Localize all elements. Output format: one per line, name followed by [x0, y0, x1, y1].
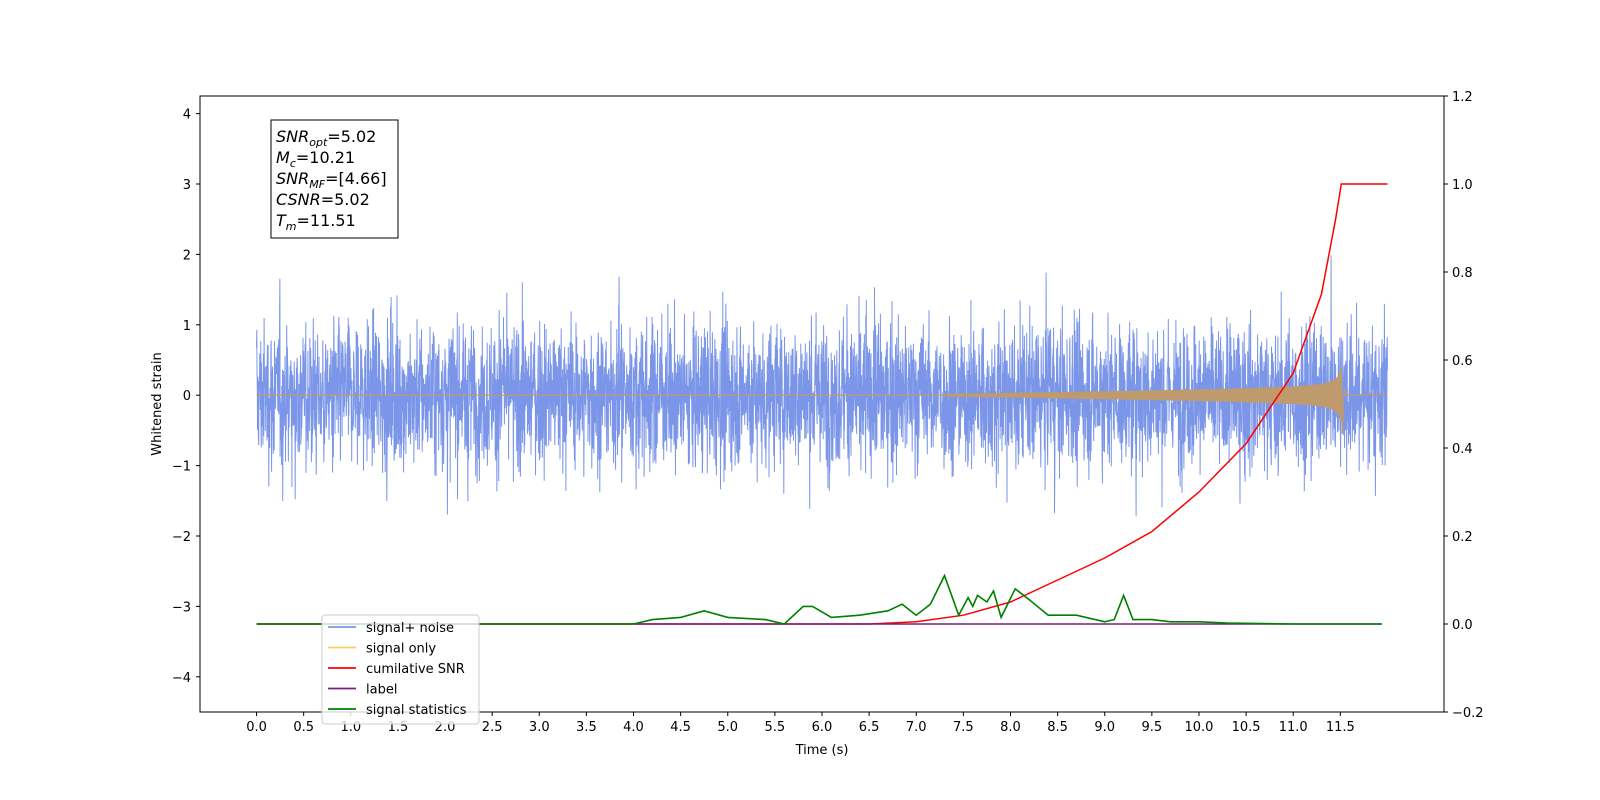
legend: signal+ noise signal only cumilative SNR la…	[321, 614, 480, 725]
x-tick-label: 4.5	[670, 720, 691, 735]
x-tick-label: 6.0	[812, 720, 833, 735]
x-tick-label: 11.5	[1326, 720, 1355, 735]
x-tick-label: 3.0	[529, 720, 550, 735]
left-y-axis-ticks: 4 3 2 1 0 −1 −2 −3 −4	[172, 108, 200, 686]
x-tick-label: 11.0	[1279, 720, 1308, 735]
x-tick-label: 10.5	[1232, 720, 1261, 735]
x-tick-label: 0.0	[246, 720, 267, 735]
x-tick-label: 7.5	[953, 720, 974, 735]
x-tick-label: 8.0	[1000, 720, 1021, 735]
series-signal-statistics	[256, 573, 1382, 625]
legend-label: label	[366, 683, 397, 698]
right-y-tick-label: 0.8	[1452, 266, 1473, 281]
left-y-tick-label: −1	[172, 460, 191, 475]
x-tick-label: 5.5	[765, 720, 786, 735]
x-tick-label: 3.5	[576, 720, 597, 735]
x-tick-label: 6.5	[859, 720, 880, 735]
series-cumulative-snr	[256, 183, 1388, 625]
left-y-tick-label: 0	[183, 389, 191, 404]
left-y-tick-label: −2	[172, 530, 191, 545]
left-y-tick-label: 2	[183, 248, 191, 263]
left-y-tick-label: −4	[172, 671, 191, 686]
snr-annotation-box: SNRopt=5.02Mc=10.21SNRMF=[4.66]CSNR=5.02…	[270, 119, 399, 239]
right-y-tick-label: 1.2	[1452, 90, 1473, 105]
x-tick-label: 2.5	[482, 720, 503, 735]
left-y-tick-label: 4	[183, 108, 191, 123]
left-y-tick-label: 1	[183, 319, 191, 334]
x-tick-label: 7.0	[906, 720, 927, 735]
x-tick-label: 5.0	[717, 720, 738, 735]
legend-label: signal+ noise	[366, 621, 454, 636]
legend-label: signal statistics	[366, 703, 467, 718]
annotation-line: SNRMF=[4.66]	[276, 169, 387, 191]
series-signal-noise	[256, 255, 1388, 517]
x-tick-label: 0.5	[293, 720, 314, 735]
left-y-tick-label: −3	[172, 600, 191, 615]
x-axis-label: Time (s)	[795, 743, 849, 758]
x-tick-label: 8.5	[1047, 720, 1068, 735]
annotation-frame	[270, 119, 399, 239]
x-tick-label: 9.5	[1142, 720, 1163, 735]
y-axis-label: Whitened strain	[150, 352, 165, 455]
legend-frame	[321, 614, 480, 725]
right-y-tick-label: 1.0	[1452, 178, 1473, 193]
x-tick-label: 4.0	[623, 720, 644, 735]
right-y-tick-label: 0.4	[1452, 442, 1473, 457]
right-y-tick-label: 0.2	[1452, 530, 1473, 545]
left-y-tick-label: 3	[183, 178, 191, 193]
right-y-tick-label: 0.0	[1452, 618, 1473, 633]
annotation-line: CSNR=5.02	[276, 190, 370, 209]
legend-label: cumilative SNR	[366, 662, 465, 677]
annotation-line: SNRopt=5.02	[276, 127, 376, 149]
x-tick-label: 10.0	[1184, 720, 1213, 735]
right-y-tick-label: 0.6	[1452, 354, 1473, 369]
right-y-axis-ticks: 1.2 1.0 0.8 0.6 0.4 0.2 0.0 −0.2	[1444, 90, 1484, 721]
annotation-line: Mc=10.21	[276, 148, 355, 170]
annotation-line: Tm=11.51	[276, 211, 356, 233]
x-axis-ticks: 0.0 0.5 1.0 1.5 2.0 2.5 3.0 3.5 4.0 4.5 5.0 5.5 6.0 6…	[246, 712, 1355, 735]
legend-label: signal only	[366, 642, 436, 657]
x-tick-label: 9.0	[1094, 720, 1115, 735]
series-signal-only	[256, 367, 1388, 434]
right-y-tick-label: −0.2	[1452, 706, 1484, 721]
